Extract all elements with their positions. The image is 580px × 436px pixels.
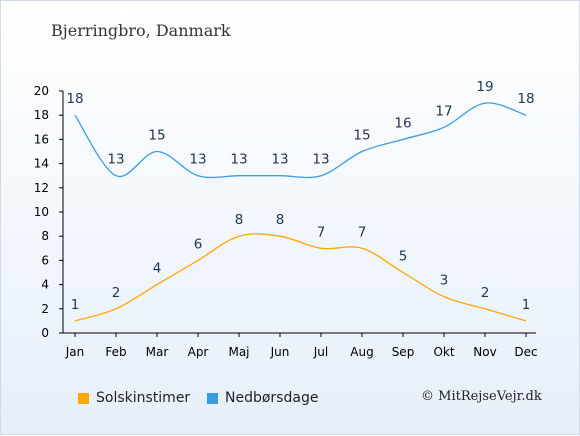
data-label-sunshine: 7 <box>358 224 367 240</box>
data-label-rain-days: 18 <box>66 91 83 107</box>
legend-label-sunshine: Solskinstimer <box>96 390 191 406</box>
site-credit: © MitRejseVejr.dk <box>421 389 542 404</box>
legend-item-rain-days: Nedbørsdage <box>207 390 318 406</box>
data-label-sunshine: 1 <box>71 297 80 313</box>
legend-swatch-rain-days <box>207 392 218 404</box>
legend-label-rain-days: Nedbørsdage <box>225 390 319 406</box>
x-tick-label: Feb <box>105 345 126 359</box>
legend-swatch-sunshine <box>78 392 89 404</box>
data-label-rain-days: 17 <box>435 103 452 119</box>
data-label-sunshine: 4 <box>153 261 162 277</box>
y-tick-label: 20 <box>34 84 49 98</box>
x-tick-label: Jan <box>65 345 85 359</box>
data-label-sunshine: 8 <box>235 212 244 228</box>
data-label-sunshine: 3 <box>440 273 449 289</box>
x-tick-label: Maj <box>228 345 249 359</box>
y-tick-label: 4 <box>41 278 49 292</box>
data-label-sunshine: 2 <box>481 285 490 301</box>
data-label-sunshine: 7 <box>317 224 326 240</box>
x-tick-label: Nov <box>473 345 496 359</box>
x-tick-label: Okt <box>433 345 454 359</box>
x-tick-label: Apr <box>188 345 209 359</box>
x-tick-label: Jun <box>270 345 290 359</box>
data-label-rain-days: 13 <box>312 152 329 168</box>
y-tick-label: 2 <box>41 302 49 316</box>
data-label-rain-days: 13 <box>107 152 124 168</box>
x-tick-label: Dec <box>514 345 537 359</box>
x-tick-label: Sep <box>392 345 415 359</box>
y-tick-label: 8 <box>41 229 49 243</box>
legend-item-sunshine: Solskinstimer <box>78 390 190 406</box>
data-label-rain-days: 13 <box>271 152 288 168</box>
y-tick-label: 0 <box>41 326 49 340</box>
data-label-sunshine: 6 <box>194 236 203 252</box>
x-tick-label: Mar <box>146 345 169 359</box>
data-label-rain-days: 13 <box>230 152 247 168</box>
data-label-rain-days: 16 <box>394 115 411 131</box>
data-label-sunshine: 8 <box>276 212 285 228</box>
data-label-sunshine: 1 <box>522 297 531 313</box>
data-label-sunshine: 5 <box>399 249 408 265</box>
y-tick-label: 10 <box>34 205 49 219</box>
y-tick-label: 18 <box>34 108 49 122</box>
data-label-rain-days: 15 <box>148 128 165 144</box>
chart-title: Bjerringbro, Danmark <box>51 21 231 40</box>
data-label-rain-days: 15 <box>353 128 370 144</box>
y-tick-label: 12 <box>34 181 49 195</box>
y-tick-label: 14 <box>34 157 49 171</box>
data-label-rain-days: 19 <box>476 79 493 95</box>
y-tick-label: 16 <box>34 132 49 146</box>
x-tick-label: Jul <box>313 345 328 359</box>
data-label-rain-days: 13 <box>189 152 206 168</box>
data-label-rain-days: 18 <box>517 91 534 107</box>
y-tick-label: 6 <box>41 253 49 267</box>
data-label-sunshine: 2 <box>112 285 121 301</box>
series-line-rain-days <box>74 102 527 179</box>
x-tick-label: Aug <box>350 345 373 359</box>
series-line-sunshine <box>74 233 527 322</box>
